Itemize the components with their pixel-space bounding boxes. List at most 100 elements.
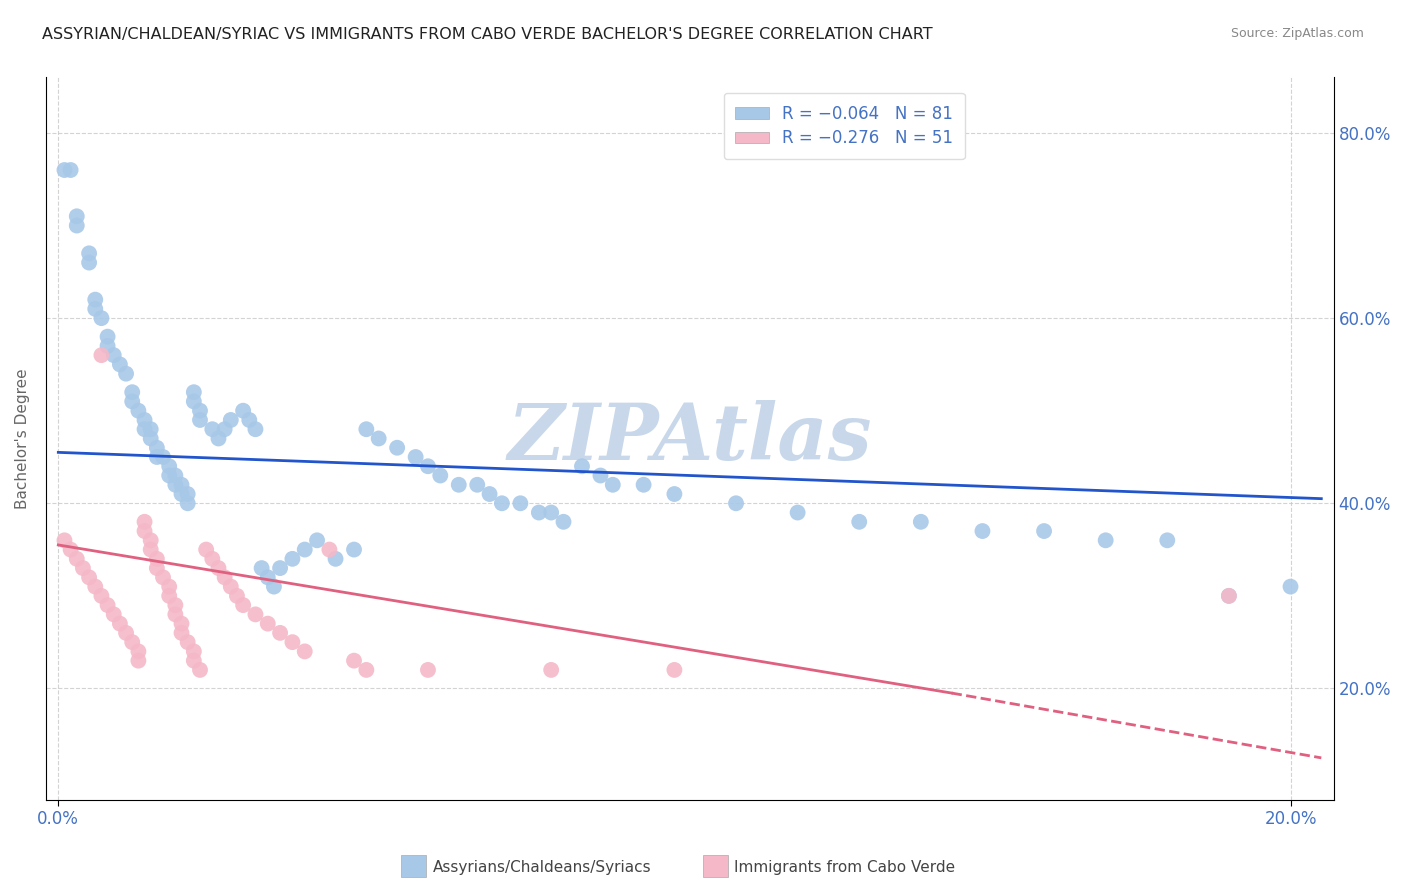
Point: [53, 163, 76, 178]
Point: [491, 496, 513, 510]
Point: [157, 580, 180, 594]
Point: [77, 246, 100, 260]
Point: [66, 551, 89, 566]
Point: [263, 580, 285, 594]
Point: [571, 459, 593, 474]
Point: [1218, 589, 1240, 603]
Point: [219, 413, 242, 427]
Point: [127, 644, 149, 658]
Point: [157, 468, 180, 483]
Point: [910, 515, 932, 529]
Point: [134, 413, 156, 427]
Point: [90, 589, 112, 603]
Point: [97, 329, 120, 343]
Point: [134, 515, 156, 529]
Point: [509, 496, 531, 510]
Point: [269, 626, 291, 640]
Point: [97, 598, 120, 612]
Point: [553, 515, 575, 529]
Point: [589, 468, 612, 483]
Point: [250, 561, 273, 575]
Point: [281, 635, 304, 649]
Point: [429, 468, 451, 483]
Point: [318, 542, 340, 557]
Point: [84, 301, 107, 316]
Point: [146, 441, 169, 455]
Point: [152, 450, 174, 464]
Point: [232, 403, 254, 417]
Point: [232, 598, 254, 612]
Point: [139, 422, 162, 436]
Point: [343, 654, 366, 668]
Point: [294, 644, 316, 658]
Point: [238, 413, 260, 427]
Point: [786, 506, 808, 520]
Point: [134, 422, 156, 436]
Point: [848, 515, 870, 529]
Point: [447, 477, 470, 491]
Point: [176, 496, 198, 510]
Point: [540, 663, 562, 677]
Point: [183, 654, 205, 668]
Point: [307, 533, 329, 548]
Point: [664, 663, 686, 677]
Point: [1033, 524, 1056, 538]
Point: [157, 589, 180, 603]
Point: [59, 163, 82, 178]
Point: [146, 561, 169, 575]
Text: Assyrians/Chaldeans/Syriacs: Assyrians/Chaldeans/Syriacs: [433, 860, 651, 874]
Point: [188, 663, 211, 677]
Point: [77, 570, 100, 584]
Point: [72, 561, 94, 575]
Point: [152, 570, 174, 584]
Text: Source: ZipAtlas.com: Source: ZipAtlas.com: [1230, 27, 1364, 40]
Point: [281, 551, 304, 566]
Point: [214, 422, 236, 436]
Point: [245, 607, 267, 622]
Point: [108, 358, 131, 372]
Point: [416, 663, 439, 677]
Point: [121, 385, 143, 400]
Point: [84, 293, 107, 307]
Point: [1279, 580, 1302, 594]
Point: [633, 477, 655, 491]
Point: [84, 580, 107, 594]
Point: [103, 348, 125, 362]
Point: [165, 477, 187, 491]
Point: [367, 432, 389, 446]
Y-axis label: Bachelor's Degree: Bachelor's Degree: [15, 368, 30, 508]
Point: [170, 616, 193, 631]
Point: [176, 635, 198, 649]
Point: [207, 432, 229, 446]
Point: [115, 626, 138, 640]
Point: [66, 219, 89, 233]
Point: [385, 441, 408, 455]
Point: [170, 626, 193, 640]
Point: [59, 542, 82, 557]
Point: [90, 311, 112, 326]
Point: [269, 561, 291, 575]
Point: [115, 367, 138, 381]
Point: [540, 506, 562, 520]
Point: [256, 570, 278, 584]
Point: [108, 616, 131, 631]
Point: [170, 477, 193, 491]
Point: [478, 487, 501, 501]
Point: [183, 394, 205, 409]
Point: [146, 551, 169, 566]
Point: [97, 339, 120, 353]
Text: Immigrants from Cabo Verde: Immigrants from Cabo Verde: [734, 860, 955, 874]
Point: [157, 459, 180, 474]
Point: [188, 413, 211, 427]
Point: [325, 551, 347, 566]
Point: [165, 468, 187, 483]
Point: [121, 394, 143, 409]
Point: [527, 506, 550, 520]
Point: [602, 477, 624, 491]
Point: [139, 542, 162, 557]
Point: [121, 635, 143, 649]
Point: [1094, 533, 1116, 548]
Point: [146, 450, 169, 464]
Point: [170, 487, 193, 501]
Point: [165, 598, 187, 612]
